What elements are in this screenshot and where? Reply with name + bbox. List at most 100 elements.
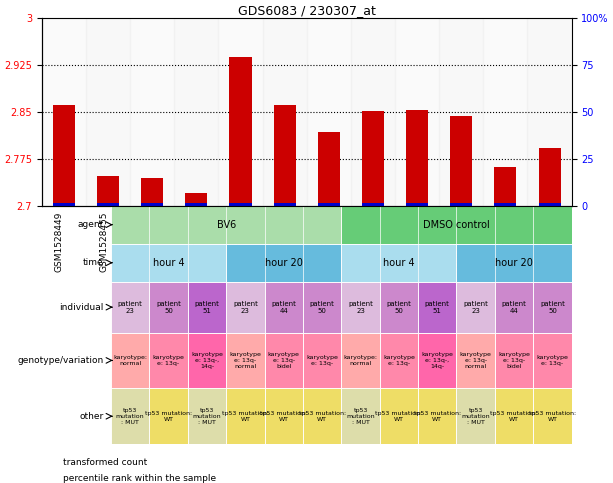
Text: BV6: BV6 <box>216 220 236 230</box>
Text: karyotype
e: 13q-: karyotype e: 13q- <box>536 355 568 366</box>
FancyBboxPatch shape <box>303 332 341 388</box>
Bar <box>53 202 75 206</box>
Bar <box>450 202 472 206</box>
Bar <box>306 18 351 206</box>
FancyBboxPatch shape <box>150 388 188 444</box>
Text: hour 4: hour 4 <box>153 258 185 268</box>
FancyBboxPatch shape <box>457 244 571 282</box>
Text: agent: agent <box>77 220 104 229</box>
Text: tp53 mutation:
WT: tp53 mutation: WT <box>529 411 576 422</box>
Bar <box>538 202 560 206</box>
Bar <box>527 18 571 206</box>
FancyBboxPatch shape <box>111 244 226 282</box>
Text: other: other <box>79 412 104 421</box>
Bar <box>439 18 483 206</box>
Bar <box>229 57 251 206</box>
FancyBboxPatch shape <box>418 332 457 388</box>
Text: tp53 mutation:
WT: tp53 mutation: WT <box>222 411 269 422</box>
FancyBboxPatch shape <box>457 332 495 388</box>
Text: tp53 mutation:
WT: tp53 mutation: WT <box>414 411 461 422</box>
Text: tp53
mutation
: MUT: tp53 mutation : MUT <box>116 408 145 425</box>
Text: genotype/variation: genotype/variation <box>17 356 104 365</box>
Bar <box>262 18 306 206</box>
Bar <box>318 202 340 206</box>
Text: karyotype
e: 13q-: karyotype e: 13q- <box>306 355 338 366</box>
Text: karyotype
e: 13q-,
14q-: karyotype e: 13q-, 14q- <box>191 352 223 369</box>
Bar <box>494 202 516 206</box>
Text: tp53 mutation:
WT: tp53 mutation: WT <box>375 411 422 422</box>
Text: percentile rank within the sample: percentile rank within the sample <box>63 474 216 483</box>
Text: individual: individual <box>59 303 104 312</box>
Bar <box>273 202 295 206</box>
FancyBboxPatch shape <box>457 388 495 444</box>
FancyBboxPatch shape <box>379 332 418 388</box>
FancyBboxPatch shape <box>111 332 150 388</box>
Text: tp53 mutation:
WT: tp53 mutation: WT <box>260 411 307 422</box>
Bar <box>97 176 119 206</box>
Text: hour 20: hour 20 <box>265 258 303 268</box>
Bar <box>130 18 174 206</box>
FancyBboxPatch shape <box>379 388 418 444</box>
FancyBboxPatch shape <box>495 332 533 388</box>
FancyBboxPatch shape <box>418 282 457 332</box>
Bar <box>273 104 295 206</box>
Bar <box>141 202 163 206</box>
Text: tp53 mutation:
WT: tp53 mutation: WT <box>145 411 192 422</box>
Text: karyotype
e: 13q-: karyotype e: 13q- <box>383 355 415 366</box>
Text: patient
50: patient 50 <box>310 300 335 313</box>
FancyBboxPatch shape <box>303 388 341 444</box>
Text: hour 4: hour 4 <box>383 258 414 268</box>
Bar <box>53 104 75 206</box>
Text: time: time <box>83 258 104 267</box>
FancyBboxPatch shape <box>111 206 341 244</box>
Text: patient
50: patient 50 <box>156 300 181 313</box>
FancyBboxPatch shape <box>265 332 303 388</box>
FancyBboxPatch shape <box>495 388 533 444</box>
Bar <box>351 18 395 206</box>
FancyBboxPatch shape <box>533 332 571 388</box>
Text: patient
23: patient 23 <box>348 300 373 313</box>
FancyBboxPatch shape <box>265 388 303 444</box>
Bar <box>406 110 428 206</box>
FancyBboxPatch shape <box>341 388 379 444</box>
Bar <box>362 202 384 206</box>
Text: karyotype
e: 13q-
bidel: karyotype e: 13q- bidel <box>268 352 300 369</box>
Text: patient
51: patient 51 <box>425 300 450 313</box>
Bar <box>450 116 472 206</box>
FancyBboxPatch shape <box>226 282 265 332</box>
Bar <box>185 202 207 206</box>
Text: patient
23: patient 23 <box>233 300 258 313</box>
FancyBboxPatch shape <box>150 332 188 388</box>
Text: karyotype
e: 13q-
normal: karyotype e: 13q- normal <box>460 352 492 369</box>
Text: patient
23: patient 23 <box>463 300 488 313</box>
FancyBboxPatch shape <box>341 332 379 388</box>
Text: patient
44: patient 44 <box>272 300 296 313</box>
Text: tp53 mutation:
WT: tp53 mutation: WT <box>299 411 346 422</box>
Text: patient
44: patient 44 <box>501 300 527 313</box>
Bar <box>185 193 207 206</box>
FancyBboxPatch shape <box>418 388 457 444</box>
Bar <box>483 18 527 206</box>
Text: DMSO control: DMSO control <box>423 220 490 230</box>
Text: patient
50: patient 50 <box>386 300 411 313</box>
Text: karyotype:
normal: karyotype: normal <box>113 355 147 366</box>
FancyBboxPatch shape <box>341 282 379 332</box>
FancyBboxPatch shape <box>303 282 341 332</box>
Text: karyotype
e: 13q-
normal: karyotype e: 13q- normal <box>229 352 261 369</box>
Text: karyotype:
normal: karyotype: normal <box>343 355 378 366</box>
Text: karyotype
e: 13q-
bidel: karyotype e: 13q- bidel <box>498 352 530 369</box>
Bar <box>229 202 251 206</box>
Bar <box>395 18 439 206</box>
Bar <box>406 202 428 206</box>
Text: transformed count: transformed count <box>63 457 147 467</box>
Text: patient
23: patient 23 <box>118 300 143 313</box>
Text: hour 20: hour 20 <box>495 258 533 268</box>
Bar <box>97 202 119 206</box>
FancyBboxPatch shape <box>188 332 226 388</box>
Title: GDS6083 / 230307_at: GDS6083 / 230307_at <box>238 4 376 17</box>
Text: tp53
mutation
: MUT: tp53 mutation : MUT <box>462 408 490 425</box>
FancyBboxPatch shape <box>188 282 226 332</box>
Bar <box>141 178 163 206</box>
FancyBboxPatch shape <box>265 282 303 332</box>
Bar <box>494 167 516 206</box>
